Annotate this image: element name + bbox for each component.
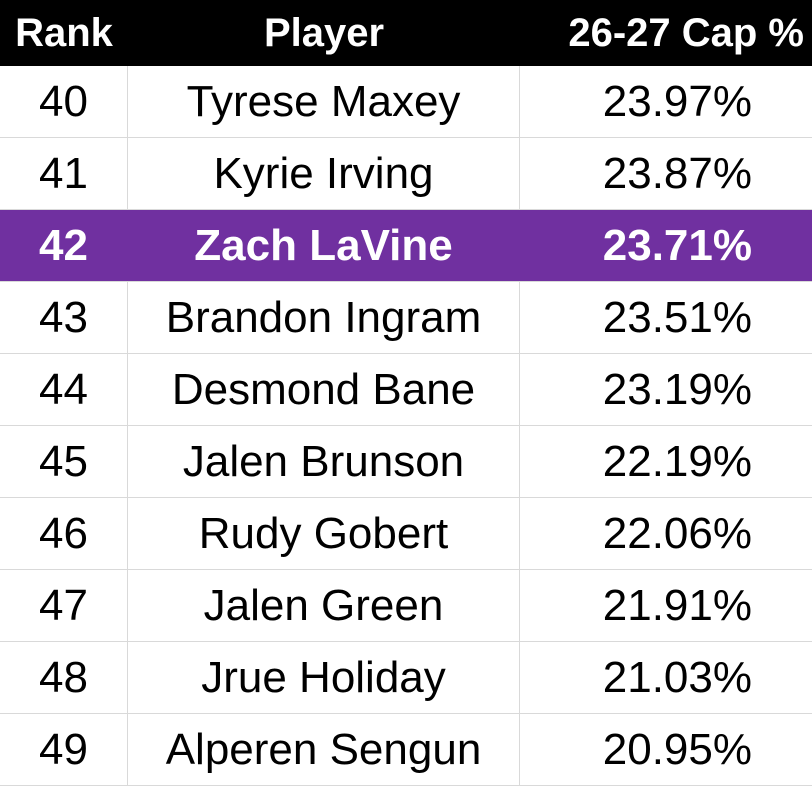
player-cell: Jalen Brunson [128, 426, 520, 497]
cap-percent-cell: 22.06% [602, 508, 752, 558]
table-row: 46 Rudy Gobert 22.06% [0, 498, 812, 570]
table-row: 40 Tyrese Maxey 23.97% [0, 66, 812, 138]
rank-cell: 40 [0, 66, 128, 137]
cap-percent-cell: 21.03% [602, 652, 752, 702]
player-cell: Desmond Bane [128, 354, 520, 425]
table-row: 47 Jalen Green 21.91% [0, 570, 812, 642]
header-cap-percent: 26-27 Cap % [568, 10, 804, 55]
rank-cell: 49 [0, 714, 128, 785]
rank-cell: 45 [0, 426, 128, 497]
rank-cell: 46 [0, 498, 128, 569]
header-player: Player [263, 10, 385, 55]
rank-cell: 43 [0, 282, 128, 353]
cap-percent-cell: 21.91% [602, 580, 752, 630]
header-rank: Rank [15, 10, 113, 55]
cap-percent-cell: 23.87% [602, 148, 752, 198]
player-cell: Tyrese Maxey [128, 66, 520, 137]
table-header: Rank Player 26-27 Cap % [0, 0, 812, 66]
player-cell: Kyrie Irving [128, 138, 520, 209]
rank-cell: 41 [0, 138, 128, 209]
cap-percent-cell: 23.97% [602, 76, 752, 126]
table-row: 48 Jrue Holiday 21.03% [0, 642, 812, 714]
table-row: 42 Zach LaVine 23.71% [0, 210, 812, 282]
table-row: 43 Brandon Ingram 23.51% [0, 282, 812, 354]
rank-cell: 42 [0, 210, 128, 281]
cap-percent-cell: 22.19% [602, 436, 752, 486]
rank-cell: 48 [0, 642, 128, 713]
cap-percent-cell: 20.95% [602, 724, 752, 774]
table-row: 45 Jalen Brunson 22.19% [0, 426, 812, 498]
table-row: 41 Kyrie Irving 23.87% [0, 138, 812, 210]
player-cell: Jalen Green [128, 570, 520, 641]
table-row: 49 Alperen Sengun 20.95% [0, 714, 812, 786]
player-cell: Zach LaVine [128, 210, 520, 281]
player-cell: Jrue Holiday [128, 642, 520, 713]
table-row: 44 Desmond Bane 23.19% [0, 354, 812, 426]
rank-cell: 47 [0, 570, 128, 641]
player-cell: Rudy Gobert [128, 498, 520, 569]
rank-cell: 44 [0, 354, 128, 425]
cap-percent-cell: 23.71% [602, 220, 752, 270]
cap-percent-cell: 23.51% [602, 292, 752, 342]
player-cell: Alperen Sengun [128, 714, 520, 785]
player-cell: Brandon Ingram [128, 282, 520, 353]
cap-percent-cell: 23.19% [602, 364, 752, 414]
